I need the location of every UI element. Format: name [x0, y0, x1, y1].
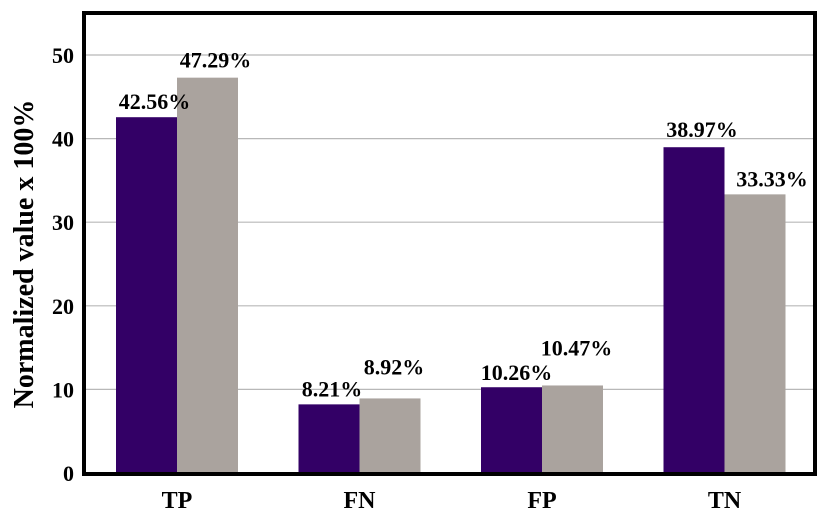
y-tick-label: 50 [52, 43, 74, 68]
data-label: 47.29% [180, 48, 252, 73]
bar-tp-series-2 [177, 77, 238, 473]
x-category-label: FN [344, 488, 377, 514]
x-category-label: FP [527, 488, 556, 514]
y-axis-label: Normalized value x 100% [9, 100, 40, 409]
bar-fn-series-2 [359, 398, 421, 473]
y-tick-label: 20 [52, 294, 74, 319]
y-axis-ticks: 0 10 20 30 40 50 [52, 43, 74, 486]
bar-fp-series-1 [481, 387, 542, 473]
bars [116, 77, 786, 474]
bar-tn-series-2 [724, 194, 786, 473]
y-tick-label: 0 [63, 461, 74, 486]
x-axis-categories: TP FN FP TN [162, 488, 742, 514]
data-label: 10.47% [541, 335, 613, 360]
y-tick-label: 10 [52, 377, 74, 402]
data-label: 33.33% [736, 166, 808, 191]
x-category-label: TN [708, 488, 742, 514]
x-category-label: TP [162, 488, 193, 514]
data-label: 10.26% [481, 360, 553, 385]
data-label: 8.21% [302, 376, 363, 401]
plot-frame [82, 11, 817, 476]
data-labels: 42.56% 47.29% 8.21%8.92% 10.26%10.47% 38.97%… [119, 48, 808, 402]
bar-tp-series-1 [116, 117, 177, 474]
bar-tn-series-1 [663, 147, 725, 473]
bar-fn-series-1 [298, 404, 360, 473]
bar-fp-series-2 [542, 385, 603, 473]
y-tick-label: 30 [52, 210, 74, 235]
data-label: 42.56% [119, 89, 191, 114]
data-label: 8.92% [364, 354, 425, 379]
y-tick-label: 40 [52, 127, 74, 152]
data-label: 38.97% [666, 117, 738, 142]
